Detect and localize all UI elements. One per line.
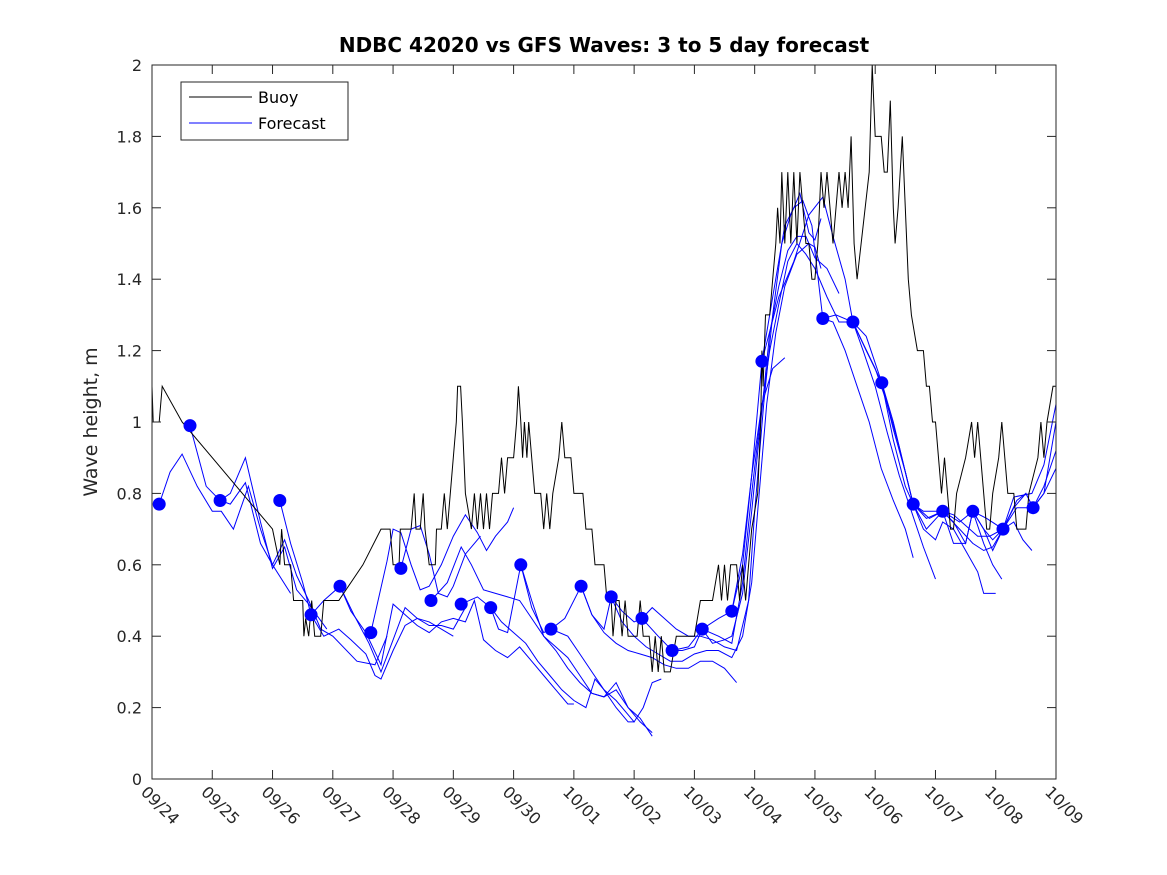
forecast-marker-6 xyxy=(364,626,378,640)
y-tick-label: 2 xyxy=(132,56,142,75)
forecast-marker-17 xyxy=(695,622,709,636)
forecast-marker-1 xyxy=(183,419,197,433)
forecast-trace-24 xyxy=(942,510,1003,580)
forecast-marker-23 xyxy=(906,497,920,511)
forecast-trace-18 xyxy=(731,357,786,612)
forecast-trace-6 xyxy=(370,507,515,633)
forecast-trace-0 xyxy=(158,453,292,594)
forecast-marker-3 xyxy=(273,494,287,507)
y-tick-label: 0.4 xyxy=(117,627,142,646)
forecast-marker-19 xyxy=(755,354,769,368)
forecast-marker-5 xyxy=(333,579,347,593)
forecast-marker-12 xyxy=(544,622,558,636)
y-tick-label: 0.2 xyxy=(117,699,142,718)
y-tick-label: 1.6 xyxy=(117,199,142,218)
forecast-marker-7 xyxy=(394,561,408,575)
forecast-trace-11 xyxy=(520,564,635,723)
forecast-marker-11 xyxy=(514,558,528,572)
forecast-trace-15 xyxy=(641,235,840,651)
legend-forecast-label: Forecast xyxy=(258,114,326,133)
forecast-marker-20 xyxy=(816,312,830,325)
forecast-trace-25 xyxy=(972,421,1056,530)
forecast-marker-0 xyxy=(152,497,166,511)
forecast-marker-15 xyxy=(635,611,649,625)
forecast-trace-21 xyxy=(852,321,996,594)
y-tick-label: 1.2 xyxy=(117,342,142,361)
y-tick-label: 0.6 xyxy=(117,556,142,575)
series-group xyxy=(152,65,1056,737)
forecast-trace-10 xyxy=(490,564,653,733)
forecast-marker-14 xyxy=(604,590,618,604)
forecast-marker-13 xyxy=(574,579,588,593)
y-tick-label: 1.4 xyxy=(117,270,142,289)
forecast-marker-16 xyxy=(665,644,679,657)
y-tick-label: 1.8 xyxy=(117,127,142,146)
forecast-trace-3 xyxy=(279,500,454,680)
y-tick-label: 0 xyxy=(132,770,142,789)
legend-buoy-label: Buoy xyxy=(258,88,298,107)
forecast-marker-26 xyxy=(996,522,1010,536)
forecast-marker-4 xyxy=(304,608,318,622)
forecast-marker-27 xyxy=(1026,501,1040,515)
legend: Buoy Forecast xyxy=(180,81,349,141)
y-tick-label: 0.8 xyxy=(117,484,142,503)
forecast-marker-10 xyxy=(484,601,498,615)
forecast-trace-5 xyxy=(339,586,574,705)
forecast-trace-2 xyxy=(219,481,388,666)
legend-box xyxy=(180,81,349,141)
data-layer xyxy=(152,65,1056,737)
forecast-trace-1 xyxy=(189,425,328,630)
forecast-marker-9 xyxy=(454,597,468,611)
forecast-marker-8 xyxy=(424,594,438,607)
forecast-marker-24 xyxy=(936,504,950,518)
chart-title: NDBC 42020 vs GFS Waves: 3 to 5 day fore… xyxy=(339,33,870,57)
forecast-marker-25 xyxy=(966,504,980,518)
plot-area xyxy=(152,65,1056,779)
forecast-marker-22 xyxy=(875,376,889,390)
y-axis-title: Wave height, m xyxy=(80,347,102,496)
buoy-line xyxy=(152,65,1056,673)
forecast-marker-18 xyxy=(725,604,739,618)
forecast-marker-2 xyxy=(213,494,227,507)
forecast-marker-21 xyxy=(846,315,860,329)
y-tick-label: 1 xyxy=(132,413,142,432)
